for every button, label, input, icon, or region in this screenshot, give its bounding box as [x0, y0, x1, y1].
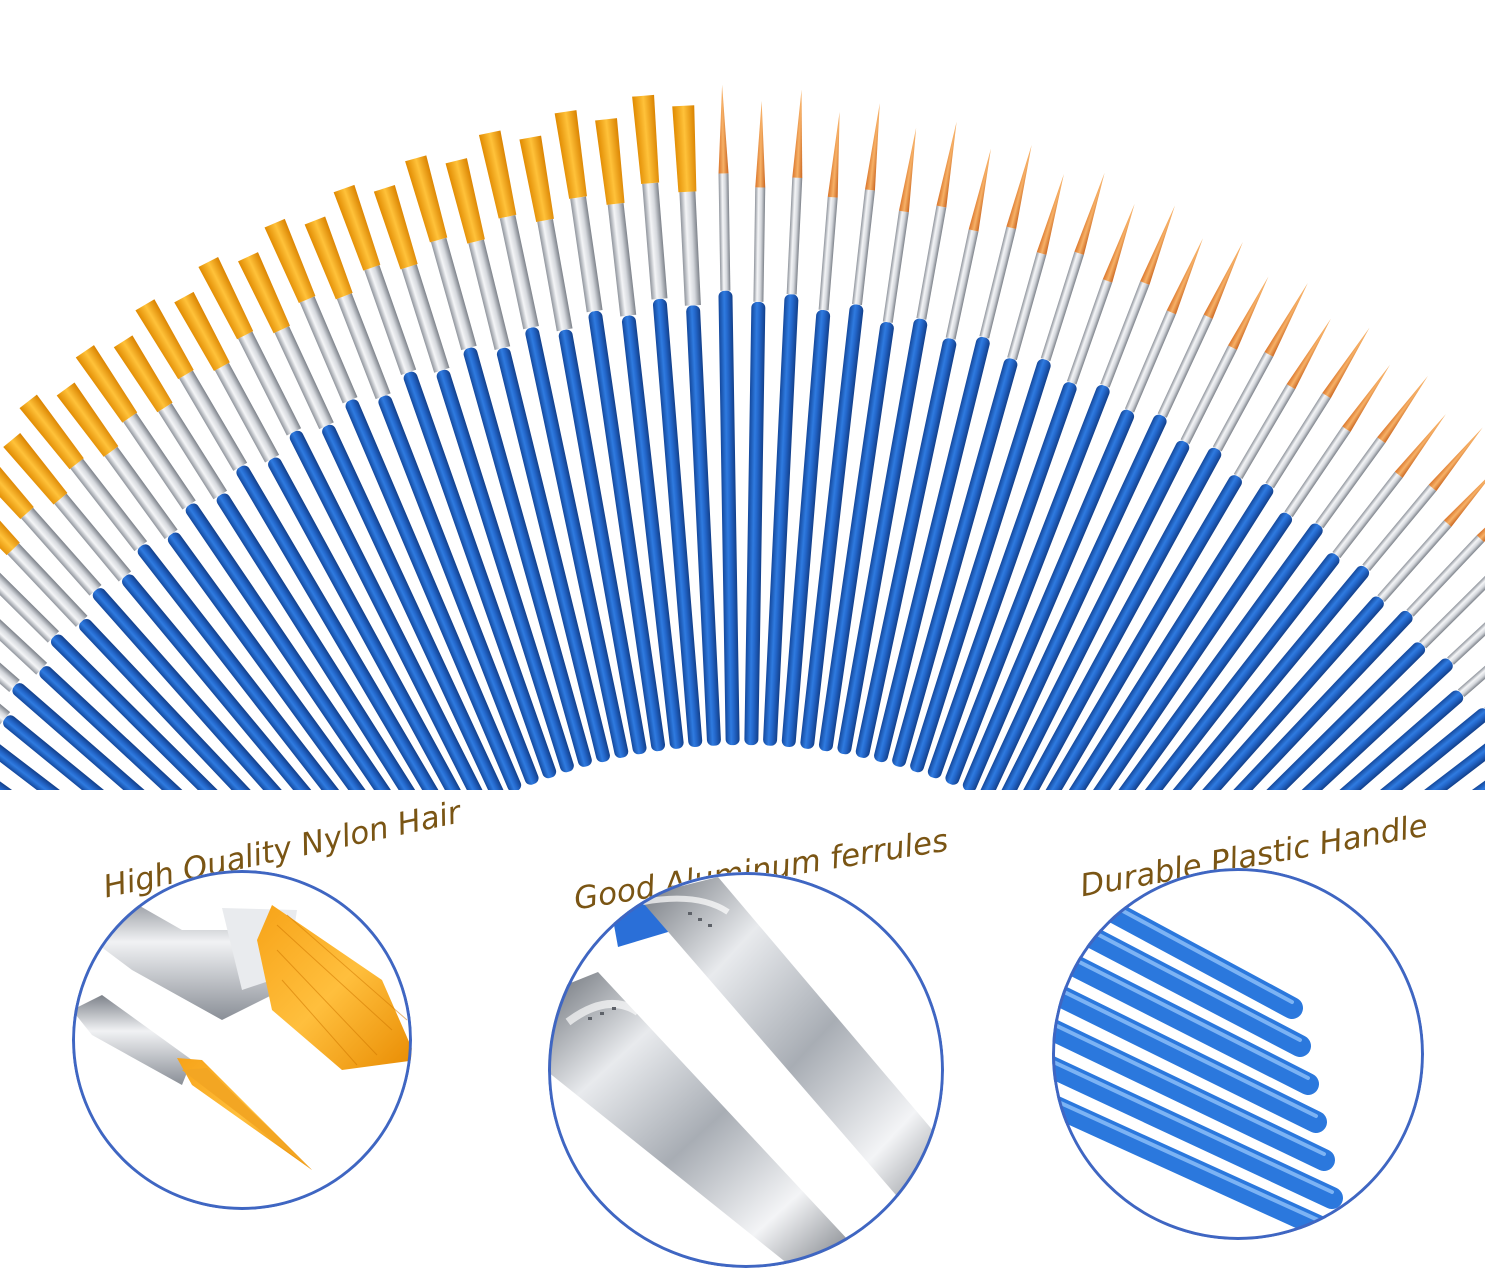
brush-ferrule: [819, 197, 838, 311]
round-bristles: [899, 127, 921, 212]
brush-ferrule: [1377, 520, 1451, 602]
round-bristles: [1228, 274, 1273, 350]
brush-ferrule: [852, 189, 875, 305]
round-bristles: [1204, 240, 1248, 319]
brush-ferrule: [787, 178, 803, 295]
brush-handle: [718, 291, 739, 746]
brush-ferrule: [679, 191, 700, 305]
round-bristles: [1264, 281, 1312, 357]
brush-ferrule: [1067, 279, 1112, 384]
round-bristles: [1342, 362, 1394, 432]
plastic-handle-closeup-image: [1052, 868, 1424, 1240]
brush-ferrule: [979, 227, 1016, 339]
brush-fan: [0, 0, 1485, 790]
brush-ferrule: [608, 203, 637, 317]
brush-ferrule: [753, 187, 765, 302]
flat-bristles: [446, 158, 487, 244]
brush-ferrule: [537, 219, 572, 331]
flat-bristles: [595, 118, 626, 205]
aluminum-ferrule-closeup-image: [548, 872, 944, 1268]
brush-handle: [744, 302, 765, 745]
round-brush: [715, 85, 740, 746]
brush-ferrule: [21, 508, 101, 596]
flat-bristles: [374, 185, 420, 270]
brush-ferrule: [719, 173, 731, 290]
flat-bristles: [672, 105, 698, 192]
brush-ferrule: [468, 240, 510, 351]
round-bristles: [1287, 316, 1336, 389]
brush-ferrule: [500, 215, 539, 329]
round-bristles: [755, 101, 766, 188]
flat-bristles: [334, 185, 383, 271]
nylon-hair-closeup-image: [72, 870, 412, 1210]
flat-bristles: [479, 130, 518, 218]
brush-ferrule: [883, 211, 909, 323]
brush-ferrule: [570, 196, 602, 312]
round-bristles: [1167, 236, 1208, 314]
brush-ferrule: [1007, 252, 1046, 360]
brush-ferrule: [1041, 252, 1084, 361]
round-bristles: [1377, 373, 1432, 443]
flat-bristles: [519, 136, 555, 223]
brush-ferrule: [1406, 535, 1484, 616]
round-bristles: [1037, 173, 1069, 255]
round-bristles: [1006, 144, 1036, 229]
brush-ferrule: [1362, 485, 1436, 571]
round-bristles: [936, 121, 961, 208]
brush-ferrule: [916, 206, 946, 320]
brush-fan-group: [0, 85, 1485, 790]
round-bristles: [865, 103, 885, 191]
round-bristles: [828, 112, 845, 198]
nylon-hair-closeup: [72, 870, 412, 1210]
flat-bristles: [305, 216, 355, 300]
round-bristles: [969, 148, 996, 232]
round-bristles: [1322, 325, 1373, 398]
round-bristles: [1395, 411, 1450, 478]
round-bristles: [717, 85, 728, 174]
plastic-handle-closeup: [1052, 868, 1424, 1240]
brush-ferrule: [642, 183, 667, 300]
brush-ferrule: [946, 229, 979, 339]
round-bristles: [792, 89, 806, 178]
round-bristles: [1444, 463, 1485, 526]
flat-brush: [672, 105, 725, 746]
round-bristles: [1074, 171, 1109, 254]
aluminum-ferrule-closeup: [548, 872, 944, 1268]
round-bristles: [1140, 204, 1180, 285]
flat-bristles: [405, 155, 449, 243]
round-bristles: [1429, 424, 1485, 491]
flat-bristles: [632, 95, 661, 184]
flat-bristles: [555, 110, 589, 199]
round-bristles: [1103, 202, 1140, 282]
round-brush: [744, 101, 768, 745]
